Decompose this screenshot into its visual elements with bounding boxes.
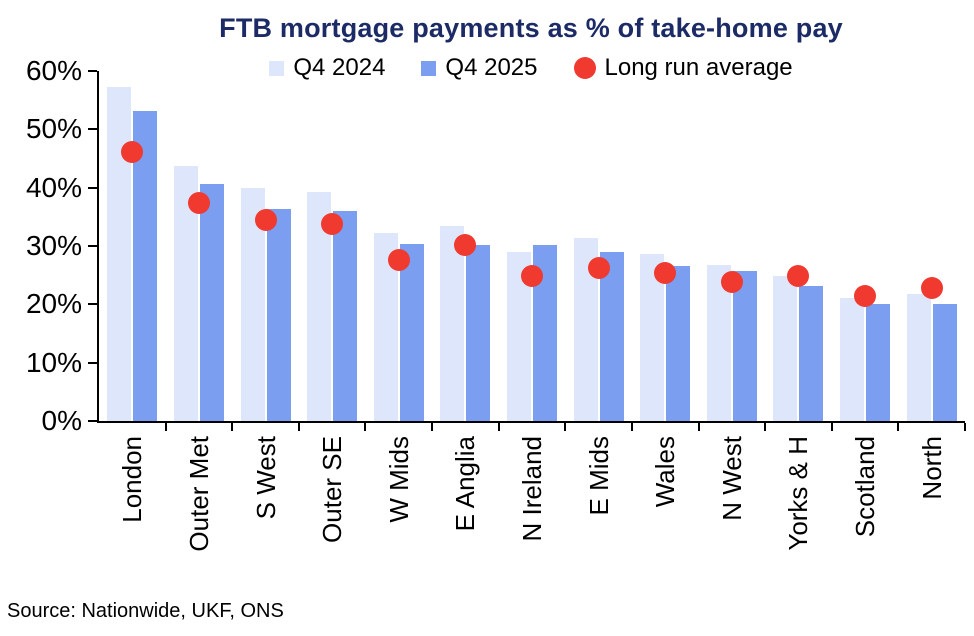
x-axis-label-wales: Wales — [650, 436, 681, 508]
y-axis-label: 30% — [25, 230, 82, 261]
bar-q4-2025-wales — [666, 266, 691, 421]
y-axis-tick — [88, 303, 97, 306]
x-axis-tick — [764, 423, 767, 431]
bar-q4-2025-london — [133, 110, 158, 421]
long-run-average-dot-e-mids — [587, 257, 610, 280]
long-run-average-dot-north — [920, 277, 943, 299]
x-axis-label-e-anglia: E Anglia — [450, 436, 481, 532]
x-axis-label-london: London — [117, 436, 148, 523]
x-axis-tick — [497, 423, 500, 431]
x-axis-label-w-mids: W Mids — [383, 436, 414, 523]
y-axis-tick — [88, 186, 97, 189]
q4-2025-swatch-icon — [421, 60, 437, 76]
x-axis-tick — [897, 423, 900, 431]
bar-q4-2025-e-anglia — [466, 245, 491, 421]
long-run-average-dot-n-west — [720, 270, 743, 293]
chart-plot — [97, 71, 965, 423]
long-run-average-dot-outer-se — [321, 212, 344, 235]
x-axis-tick — [431, 423, 434, 431]
x-axis-label-yorks-h: Yorks & H — [783, 436, 814, 551]
y-axis-label: 40% — [25, 171, 82, 203]
long-run-average-dot-n-ireland — [521, 265, 543, 288]
bar-q4-2025-s-west — [266, 208, 291, 421]
long-run-average-swatch-icon — [573, 57, 596, 79]
long-run-average-dot-e-anglia — [454, 233, 477, 256]
y-axis-label: 50% — [25, 113, 82, 145]
long-run-average-dot-wales — [654, 261, 677, 284]
x-axis-tick — [964, 423, 966, 431]
x-axis-label-north: North — [916, 436, 947, 500]
x-axis-tick — [231, 423, 234, 431]
y-axis-tick — [88, 420, 97, 422]
legend-label-q4-2024: Q4 2024 — [293, 54, 386, 81]
y-axis-label: 60% — [25, 55, 82, 86]
y-axis-tick — [88, 245, 97, 247]
bar-q4-2025-w-mids — [399, 244, 424, 421]
legend-item-long-run-average: Long run average — [573, 54, 793, 82]
source-note: Source: Nationwide, UKF, ONS — [7, 600, 284, 622]
x-axis-tick — [364, 423, 367, 431]
long-run-average-dot-w-mids — [387, 249, 410, 271]
long-run-average-dot-yorks-h — [787, 265, 810, 288]
chart-legend: Q4 2024 Q4 2025 Long run average — [97, 54, 965, 82]
legend-label-q4-2025: Q4 2025 — [445, 54, 538, 81]
y-axis-label: 10% — [25, 346, 82, 378]
bar-q4-2025-outer-se — [333, 211, 358, 421]
x-axis-tick — [564, 423, 567, 431]
x-axis-tick — [830, 423, 833, 431]
bar-q4-2025-north — [932, 303, 957, 421]
long-run-average-dot-outer-met — [187, 191, 210, 214]
long-run-average-dot-scotland — [854, 285, 877, 308]
bar-q4-2024-scotland — [840, 297, 865, 421]
bar-q4-2024-e-anglia — [440, 226, 465, 421]
long-run-average-dot-london — [121, 140, 144, 163]
long-run-average-dot-s-west — [254, 209, 277, 232]
x-axis-label-outer-met: Outer Met — [183, 436, 214, 552]
x-axis-label-n-ireland: N Ireland — [517, 436, 547, 542]
legend-label-long-run-average: Long run average — [604, 54, 793, 81]
y-axis-label: 20% — [25, 288, 82, 320]
x-axis-tick — [697, 423, 700, 431]
x-axis-label-outer-se: Outer SE — [317, 436, 348, 543]
legend-item-q4-2025: Q4 2025 — [421, 54, 538, 82]
x-axis-tick — [164, 423, 167, 431]
y-axis-tick — [88, 70, 97, 72]
bar-q4-2024-london — [107, 87, 132, 421]
y-axis-tick — [88, 128, 97, 131]
bar-q4-2024-north — [906, 294, 931, 421]
x-axis-tick — [297, 423, 300, 431]
q4-2024-swatch-icon — [269, 60, 285, 76]
bar-q4-2025-e-mids — [599, 251, 624, 421]
y-axis-tick — [88, 361, 97, 364]
x-axis-label-s-west: S West — [250, 436, 281, 520]
bar-q4-2025-scotland — [866, 304, 891, 421]
x-axis-label-scotland: Scotland — [850, 436, 881, 538]
bar-q4-2024-yorks-h — [773, 275, 798, 421]
legend-item-q4-2024: Q4 2024 — [269, 54, 385, 82]
x-axis-tick — [630, 423, 633, 431]
x-axis-label-n-west: N West — [716, 436, 747, 521]
bar-q4-2025-n-west — [732, 271, 757, 421]
chart-title: FTB mortgage payments as % of take-home … — [219, 13, 843, 43]
y-axis-label: 0% — [41, 405, 82, 436]
bar-q4-2025-outer-met — [199, 183, 224, 421]
bar-q4-2025-yorks-h — [799, 285, 824, 421]
x-axis-label-e-mids: E Mids — [583, 436, 614, 516]
